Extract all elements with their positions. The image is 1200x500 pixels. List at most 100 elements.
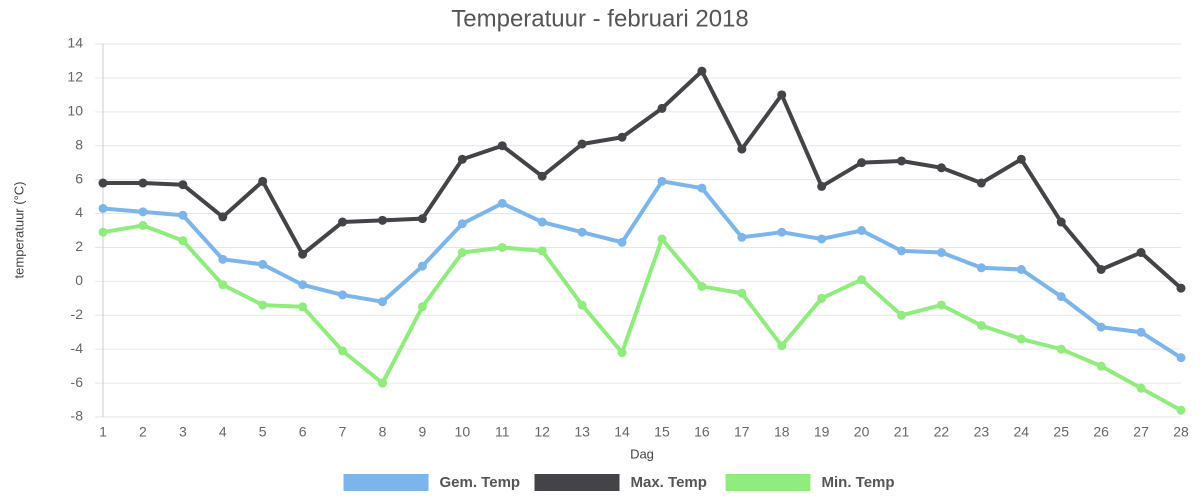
data-point bbox=[258, 176, 268, 186]
y-tick-label: -8 bbox=[71, 408, 84, 424]
data-point bbox=[817, 234, 827, 244]
y-tick-label: 8 bbox=[75, 136, 83, 152]
x-tick-label: 6 bbox=[299, 424, 307, 440]
x-tick-label: 10 bbox=[455, 424, 471, 440]
x-axis-title: Dag bbox=[630, 446, 654, 461]
data-point bbox=[178, 210, 188, 220]
data-point bbox=[218, 280, 228, 290]
data-point bbox=[298, 280, 308, 290]
data-point bbox=[138, 178, 148, 188]
data-point bbox=[377, 215, 387, 225]
data-point bbox=[936, 163, 946, 173]
data-point bbox=[258, 300, 268, 310]
data-point bbox=[98, 178, 108, 188]
x-tick-label: 12 bbox=[534, 424, 550, 440]
data-point bbox=[1016, 264, 1026, 274]
x-tick-label: 5 bbox=[259, 424, 267, 440]
data-point bbox=[1176, 283, 1186, 293]
data-point bbox=[98, 203, 108, 213]
legend-label: Gem. Temp bbox=[440, 474, 521, 491]
data-point bbox=[417, 302, 427, 312]
data-point bbox=[1176, 353, 1186, 363]
data-point bbox=[817, 293, 827, 303]
data-point bbox=[537, 246, 547, 256]
x-tick-label: 13 bbox=[574, 424, 590, 440]
x-tick-label: 4 bbox=[219, 424, 227, 440]
data-point bbox=[417, 261, 427, 271]
y-tick-label: 4 bbox=[75, 204, 83, 220]
data-point bbox=[857, 226, 867, 235]
x-tick-label: 7 bbox=[339, 424, 347, 440]
data-point bbox=[897, 246, 907, 256]
x-tick-label: 8 bbox=[379, 424, 387, 440]
x-tick-label: 21 bbox=[894, 424, 910, 440]
x-tick-label: 1 bbox=[99, 424, 107, 440]
data-point bbox=[976, 263, 986, 273]
data-point bbox=[298, 249, 308, 259]
data-point bbox=[218, 254, 228, 264]
y-tick-label: -6 bbox=[71, 374, 84, 390]
data-point bbox=[617, 348, 627, 358]
data-point bbox=[577, 227, 587, 237]
data-point bbox=[577, 139, 587, 149]
series-line bbox=[103, 69, 1183, 290]
data-point bbox=[936, 248, 946, 258]
data-point bbox=[897, 156, 907, 166]
data-point bbox=[657, 103, 667, 113]
y-axis-title: temperatuur (°C) bbox=[11, 182, 26, 279]
x-tick-label: 14 bbox=[614, 424, 630, 440]
data-point bbox=[777, 227, 787, 237]
data-point bbox=[377, 297, 387, 307]
data-point bbox=[537, 171, 547, 181]
data-point bbox=[1096, 361, 1106, 371]
x-tick-label: 2 bbox=[139, 424, 147, 440]
x-tick-label: 16 bbox=[694, 424, 710, 440]
data-point bbox=[218, 212, 228, 222]
data-point bbox=[138, 207, 148, 217]
data-point bbox=[737, 144, 747, 154]
data-point bbox=[976, 178, 986, 188]
legend-label: Max. Temp bbox=[631, 474, 707, 491]
data-point bbox=[1016, 334, 1026, 344]
data-point bbox=[817, 181, 827, 191]
data-point bbox=[697, 183, 707, 193]
data-point bbox=[1056, 217, 1066, 227]
data-point bbox=[178, 180, 188, 190]
x-tick-label: 17 bbox=[734, 424, 750, 440]
data-point bbox=[98, 227, 108, 237]
data-point bbox=[657, 234, 667, 244]
data-point bbox=[497, 242, 507, 252]
series-line bbox=[102, 223, 1182, 412]
data-point bbox=[617, 132, 627, 142]
series-line bbox=[102, 179, 1183, 360]
x-tick-label: 18 bbox=[774, 424, 790, 440]
data-point bbox=[457, 154, 467, 164]
data-point bbox=[338, 217, 348, 227]
legend-swatch bbox=[343, 474, 429, 491]
data-point bbox=[338, 346, 348, 356]
data-point bbox=[417, 214, 427, 224]
y-tick-label: 14 bbox=[67, 35, 83, 51]
data-point bbox=[897, 310, 907, 320]
data-point bbox=[1096, 264, 1106, 274]
y-tick-label: -4 bbox=[71, 340, 84, 356]
y-tick-label: 12 bbox=[67, 69, 83, 85]
y-tick-label: -2 bbox=[71, 306, 84, 322]
data-point bbox=[178, 236, 188, 246]
data-point bbox=[737, 288, 747, 298]
data-point bbox=[697, 66, 707, 76]
data-point bbox=[777, 341, 787, 351]
data-point bbox=[936, 300, 946, 310]
data-point bbox=[1136, 248, 1146, 258]
data-point bbox=[857, 158, 867, 168]
data-point bbox=[258, 259, 268, 269]
data-point bbox=[457, 248, 467, 258]
x-tick-label: 15 bbox=[654, 424, 670, 440]
y-tick-label: 10 bbox=[67, 103, 83, 119]
data-point bbox=[777, 90, 787, 100]
x-tick-label: 23 bbox=[974, 424, 990, 440]
data-point bbox=[497, 141, 507, 151]
data-point bbox=[1096, 322, 1106, 332]
data-point bbox=[1056, 344, 1066, 354]
